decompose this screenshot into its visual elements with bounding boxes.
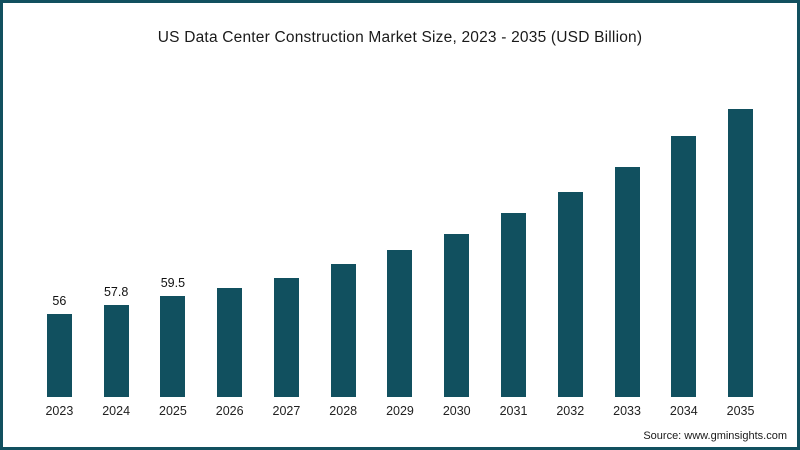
bar-value-label: 56 <box>52 294 67 308</box>
x-tick-label: 2028 <box>329 404 358 418</box>
x-tick-label: 2030 <box>442 404 471 418</box>
x-tick-label: 2026 <box>215 404 244 418</box>
source-text: Source: www.gminsights.com <box>643 430 787 442</box>
bar-column: 2033 <box>599 89 656 421</box>
bar <box>46 314 72 397</box>
bar <box>273 278 299 397</box>
bar <box>103 305 129 397</box>
bar-column: 2027 <box>258 89 315 421</box>
chart-title: US Data Center Construction Market Size,… <box>157 29 643 46</box>
bar <box>614 167 640 397</box>
bar <box>160 296 186 397</box>
bar-column: 2026 <box>201 89 258 421</box>
bar <box>387 250 413 397</box>
bar-column: 2034 <box>655 89 712 421</box>
bar <box>728 108 754 397</box>
x-tick-label: 2032 <box>556 404 585 418</box>
bar <box>444 234 470 397</box>
bar-chart: 56 2023 57.8 2024 59.5 2025 2026 2027 2028 2029 20… <box>31 89 769 421</box>
bar <box>217 288 243 397</box>
x-tick-label: 2029 <box>386 404 414 418</box>
bar-column: 56 2023 <box>31 89 88 421</box>
x-tick-label: 2031 <box>499 404 528 418</box>
x-tick-label: 2035 <box>726 404 755 418</box>
x-tick-label: 2025 <box>159 404 187 418</box>
x-tick-label: 2024 <box>102 404 131 418</box>
bar-column: 59.5 2025 <box>145 89 202 421</box>
bar-column: 2030 <box>428 89 485 421</box>
bar-column: 2028 <box>315 89 372 421</box>
bar-column: 2031 <box>485 89 542 421</box>
bar-column: 2032 <box>542 89 599 421</box>
x-tick-label: 2027 <box>272 404 301 418</box>
bar-column: 2029 <box>372 89 429 421</box>
bar-column: 2035 <box>712 89 769 421</box>
bar-value-label: 57.8 <box>103 285 129 299</box>
bar <box>330 264 356 397</box>
x-tick-label: 2023 <box>45 404 74 418</box>
bar <box>501 213 526 397</box>
x-tick-label: 2033 <box>613 404 641 418</box>
bar <box>671 136 697 397</box>
bar-value-label: 59.5 <box>160 276 186 290</box>
bar <box>557 192 583 397</box>
bar-column: 57.8 2024 <box>88 89 145 421</box>
x-tick-label: 2034 <box>669 404 698 418</box>
